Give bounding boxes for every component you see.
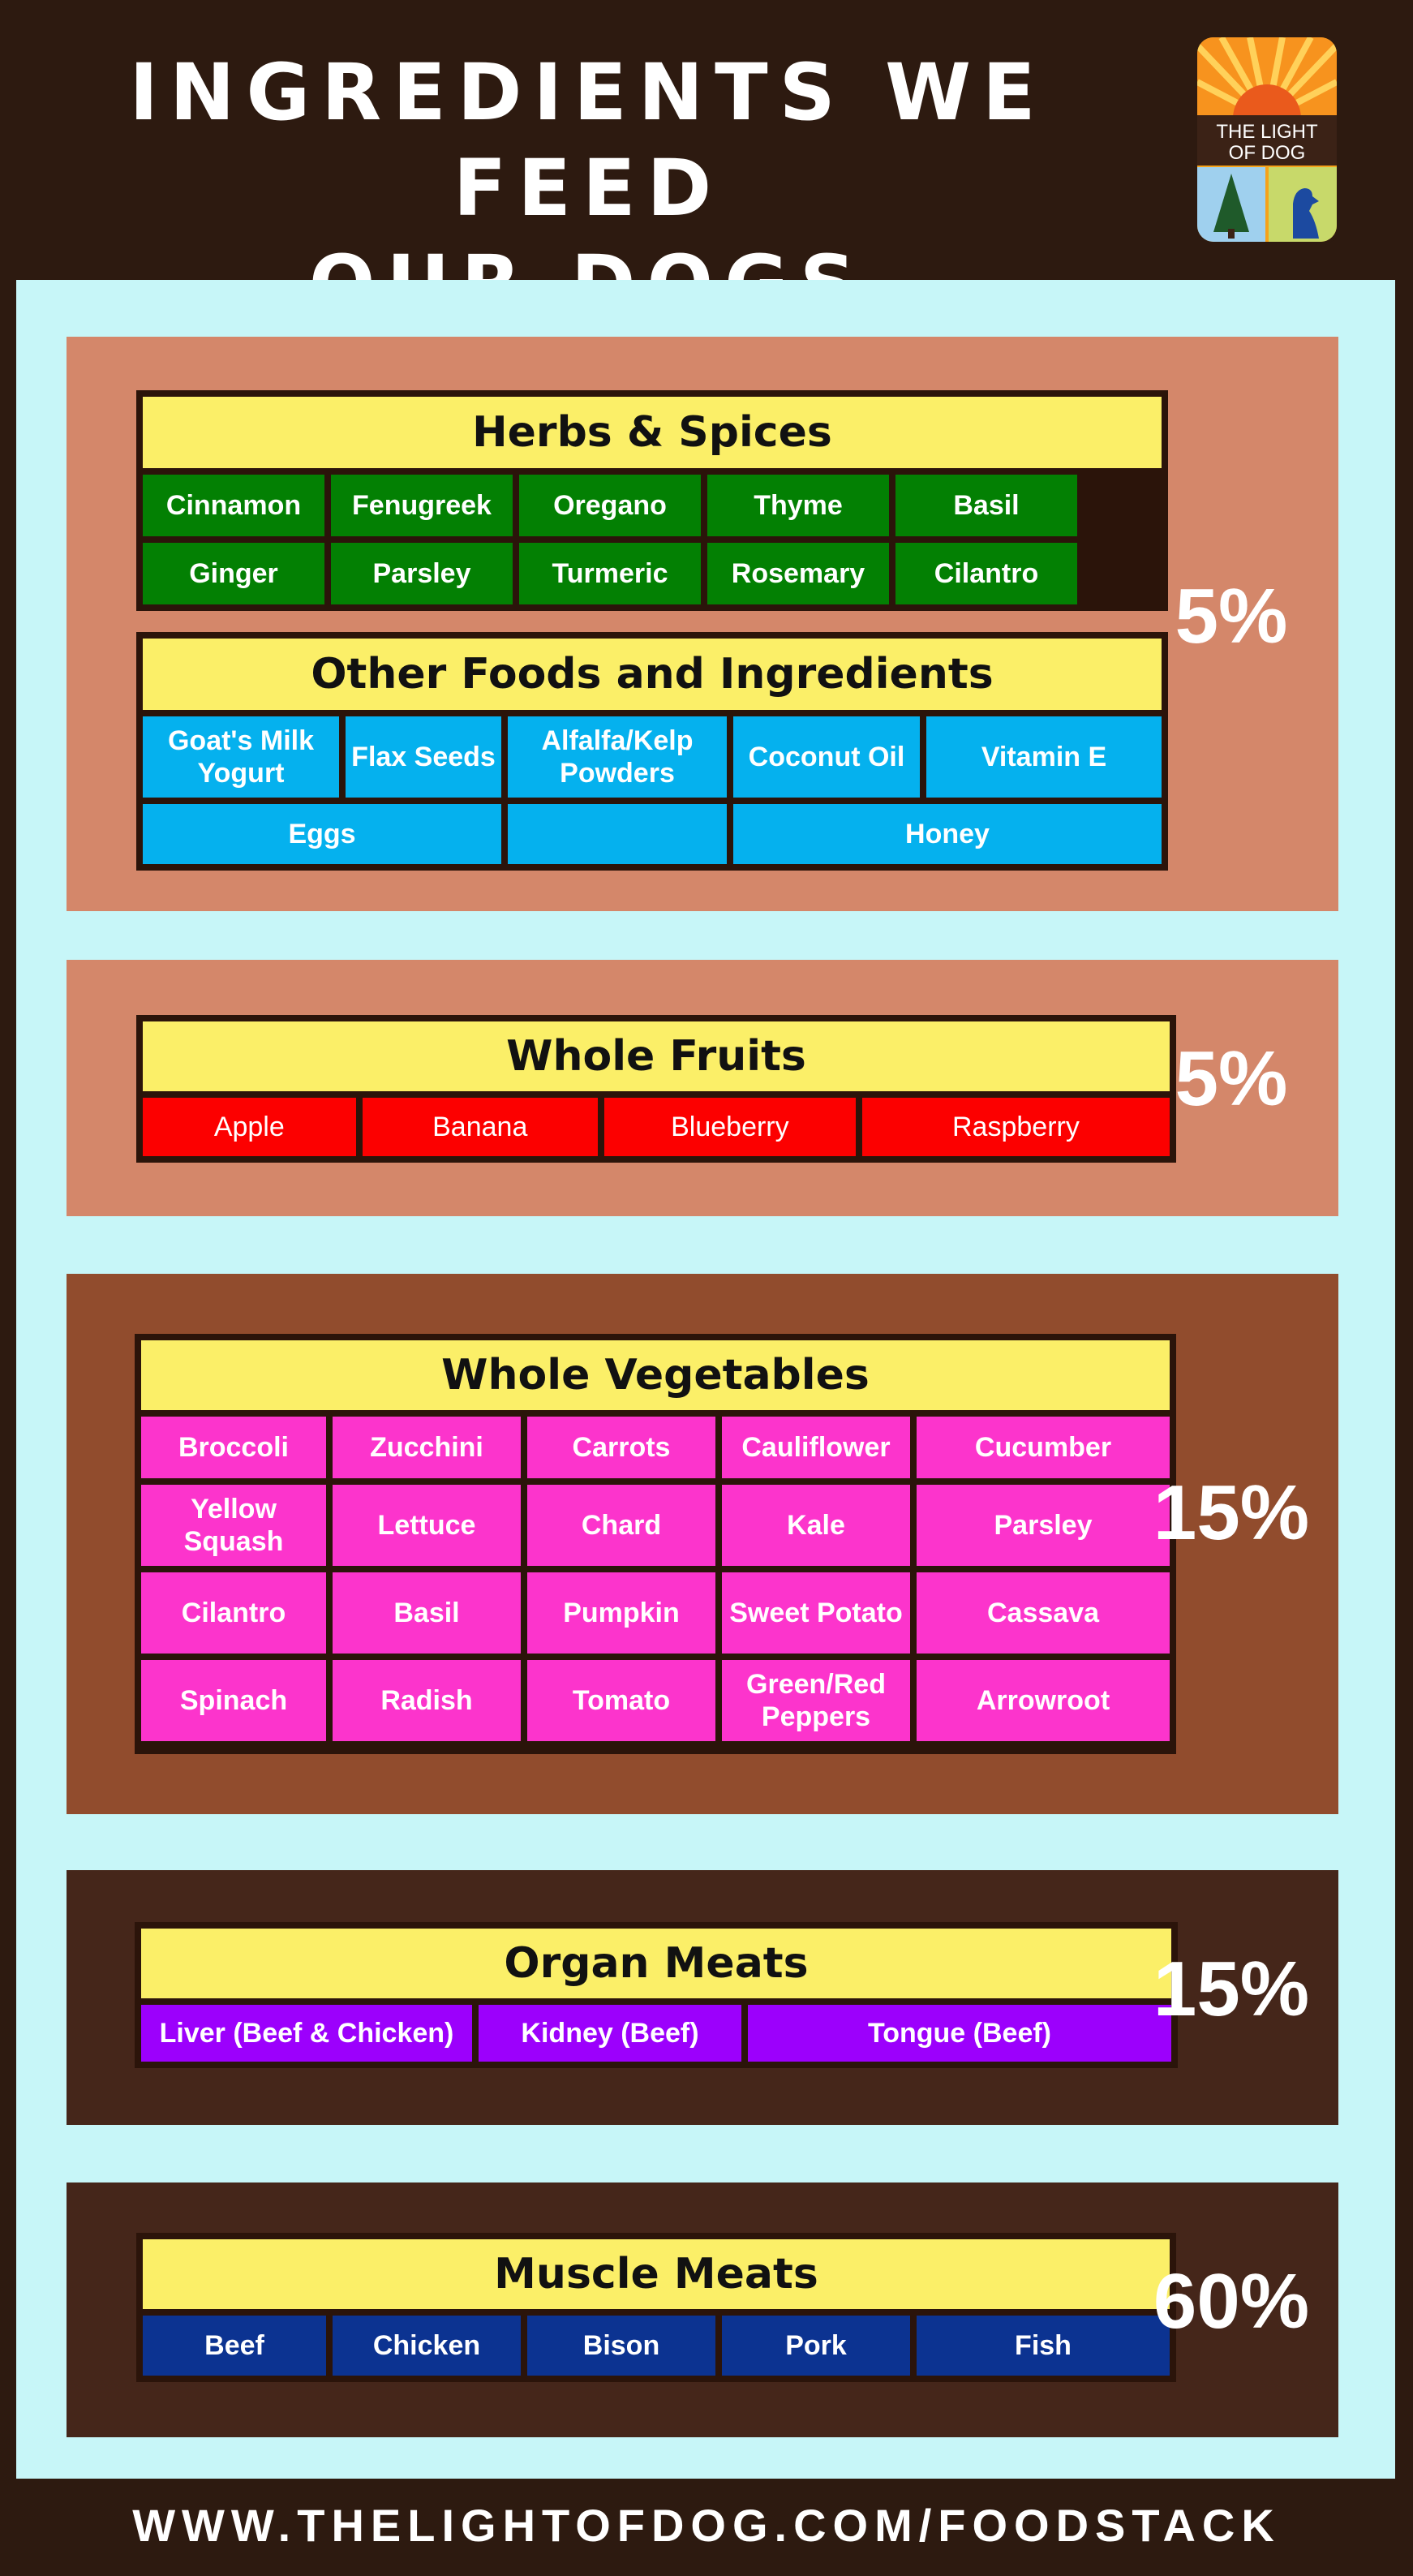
vegetable-cell: Lettuce xyxy=(333,1485,521,1566)
herb-cell: Basil xyxy=(895,475,1077,536)
logo: THE LIGHT OF DOG xyxy=(1194,34,1340,245)
title-line-1: INGREDIENTS WE FEED xyxy=(129,47,1047,234)
vegetable-cell: Cassava xyxy=(917,1572,1170,1654)
band-muscle-meats: Muscle Meats Beef Chicken Bison Pork Fis… xyxy=(67,2183,1338,2437)
percent-muscle-meats: 60% xyxy=(1153,2258,1310,2345)
muscle-cell: Beef xyxy=(143,2316,326,2376)
fruit-cell: Blueberry xyxy=(603,1098,856,1156)
percent-herbs-other: 5% xyxy=(1175,573,1288,660)
vegetable-cell: Cucumber xyxy=(917,1417,1170,1478)
herbs-title: Herbs & Spices xyxy=(143,397,1162,468)
other-cell: Alfalfa/Kelp Powders xyxy=(508,716,727,798)
other-cell: Coconut Oil xyxy=(733,716,920,798)
band-fruits: Whole Fruits Apple Banana Blueberry Rasp… xyxy=(67,960,1338,1216)
vegetable-cell: Cauliflower xyxy=(722,1417,910,1478)
vegetable-cell: Sweet Potato xyxy=(722,1572,910,1654)
organ-cell: Tongue (Beef) xyxy=(748,2005,1171,2062)
herbs-table: Herbs & Spices Cinnamon Fenugreek Oregan… xyxy=(136,390,1168,611)
vegetable-cell: Arrowroot xyxy=(917,1660,1170,1741)
vegetable-cell: Spinach xyxy=(141,1660,326,1741)
herb-cell: Thyme xyxy=(707,475,889,536)
herb-cell: Oregano xyxy=(519,475,701,536)
muscle-cell: Bison xyxy=(527,2316,715,2376)
herb-cell: Rosemary xyxy=(707,543,889,604)
organ-cell: Kidney (Beef) xyxy=(479,2005,741,2062)
vegetable-cell: Tomato xyxy=(527,1660,715,1741)
vegetable-cell: Pumpkin xyxy=(527,1572,715,1654)
muscle-meats-title: Muscle Meats xyxy=(143,2239,1170,2309)
herb-cell: Fenugreek xyxy=(331,475,513,536)
organ-meats-table: Organ Meats Liver (Beef & Chicken) Kidne… xyxy=(135,1922,1178,2068)
pine-tree-icon xyxy=(1213,174,1249,239)
muscle-cell: Chicken xyxy=(333,2316,521,2376)
fruit-cell: Raspberry xyxy=(861,1098,1170,1156)
organ-cell: Liver (Beef & Chicken) xyxy=(141,2005,472,2062)
vegetable-cell: Green/Red Peppers xyxy=(722,1660,910,1741)
vegetable-cell: Carrots xyxy=(527,1417,715,1478)
logo-text-2: OF DOG xyxy=(1229,142,1306,164)
other-cell-empty xyxy=(508,804,727,864)
vegetable-cell: Broccoli xyxy=(141,1417,326,1478)
herb-cell: Ginger xyxy=(143,543,324,604)
percent-organ-meats: 15% xyxy=(1153,1946,1310,2032)
herb-cell: Cinnamon xyxy=(143,475,324,536)
vegetables-title: Whole Vegetables xyxy=(141,1340,1170,1410)
muscle-cell: Pork xyxy=(722,2316,910,2376)
vegetable-cell: Chard xyxy=(527,1485,715,1566)
percent-vegetables: 15% xyxy=(1153,1469,1310,1556)
other-cell: Eggs xyxy=(143,804,501,864)
organ-meats-title: Organ Meats xyxy=(141,1929,1171,1998)
vegetable-cell: Kale xyxy=(722,1485,910,1566)
dog-icon xyxy=(1293,188,1319,239)
other-cell: Honey xyxy=(733,804,1162,864)
percent-fruits: 5% xyxy=(1175,1035,1288,1122)
band-organ-meats: Organ Meats Liver (Beef & Chicken) Kidne… xyxy=(67,1870,1338,2125)
vegetable-cell: Yellow Squash xyxy=(141,1485,326,1566)
fruits-table: Whole Fruits Apple Banana Blueberry Rasp… xyxy=(136,1015,1176,1163)
footer-url: WWW.THELIGHTOFDOG.COM/FOODSTACK xyxy=(132,2500,1281,2551)
vegetable-cell: Zucchini xyxy=(333,1417,521,1478)
fruit-cell: Banana xyxy=(362,1098,598,1156)
vegetables-table: Whole Vegetables Broccoli Zucchini Carro… xyxy=(135,1334,1176,1754)
vegetable-cell: Cilantro xyxy=(141,1572,326,1654)
herb-cell: Turmeric xyxy=(519,543,701,604)
herb-cell: Parsley xyxy=(331,543,513,604)
vegetable-cell: Parsley xyxy=(917,1485,1170,1566)
other-cell: Flax Seeds xyxy=(346,716,501,798)
logo-text-1: THE LIGHT xyxy=(1216,121,1318,143)
herb-cell: Cilantro xyxy=(895,543,1077,604)
fruits-title: Whole Fruits xyxy=(143,1021,1170,1091)
vegetable-cell: Basil xyxy=(333,1572,521,1654)
other-foods-title: Other Foods and Ingredients xyxy=(143,639,1162,710)
fruit-cell: Apple xyxy=(143,1098,356,1156)
band-herbs-other: Herbs & Spices Cinnamon Fenugreek Oregan… xyxy=(67,337,1338,911)
vegetable-cell: Radish xyxy=(333,1660,521,1741)
other-cell: Vitamin E xyxy=(926,716,1162,798)
band-vegetables: Whole Vegetables Broccoli Zucchini Carro… xyxy=(67,1274,1338,1814)
other-foods-table: Other Foods and Ingredients Goat's Milk … xyxy=(136,632,1168,871)
logo-graphic: THE LIGHT OF DOG xyxy=(1197,37,1337,242)
other-cell: Goat's Milk Yogurt xyxy=(143,716,339,798)
muscle-cell: Fish xyxy=(917,2316,1170,2376)
muscle-meats-table: Muscle Meats Beef Chicken Bison Pork Fis… xyxy=(136,2233,1176,2382)
